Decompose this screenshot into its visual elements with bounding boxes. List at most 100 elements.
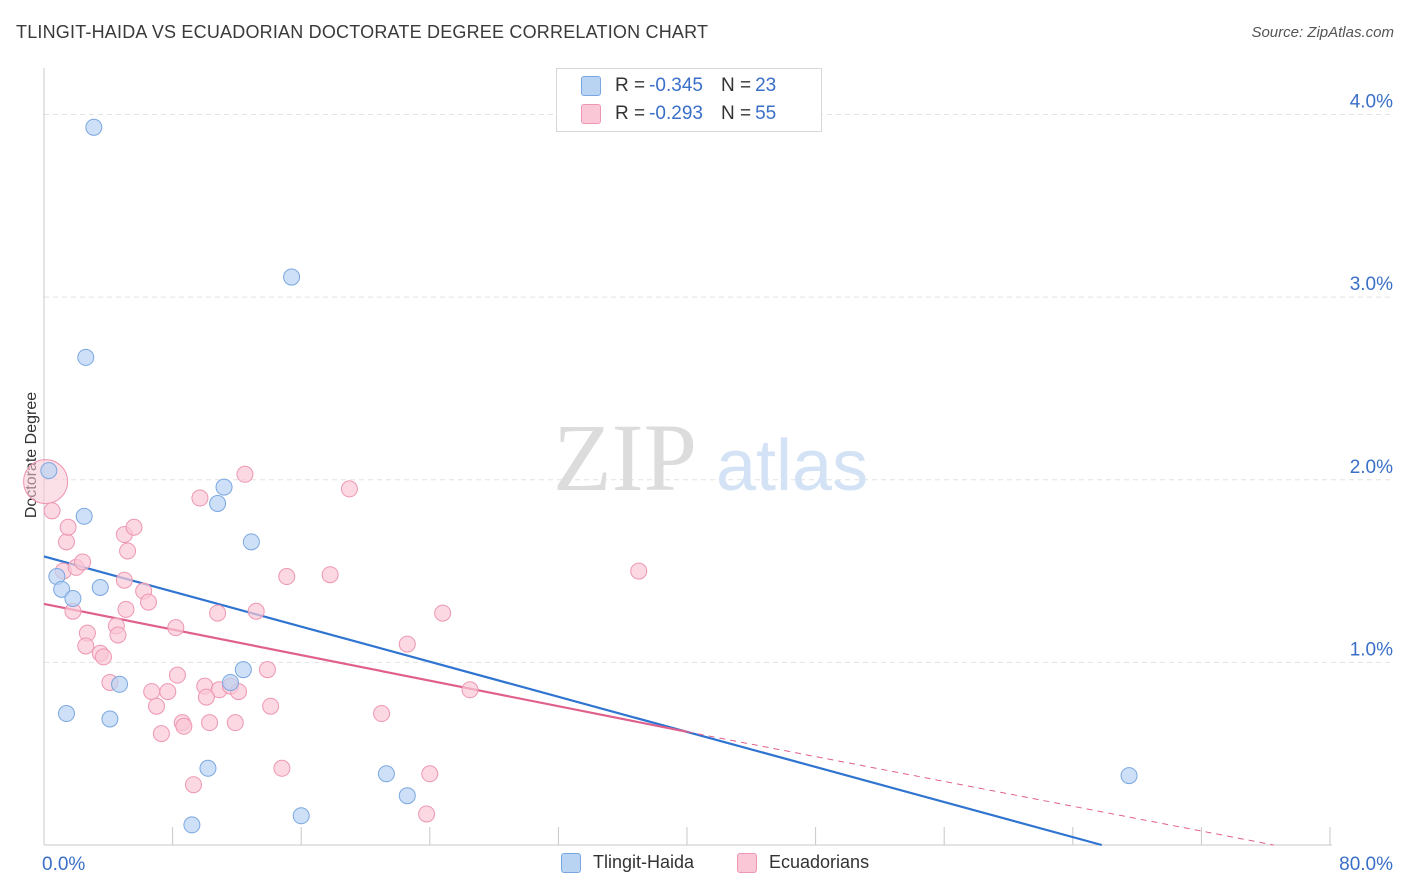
blue-data-point xyxy=(40,462,58,480)
bottom-legend-tlingit-haida: Tlingit-Haida xyxy=(561,852,694,873)
pink-data-point xyxy=(630,562,648,580)
pink-data-point xyxy=(74,553,92,571)
pink-data-point xyxy=(94,648,112,666)
x-tick-label: 0.0% xyxy=(42,854,85,875)
legend-r-value: -0.293 xyxy=(649,103,703,124)
pink-data-point xyxy=(434,604,452,622)
blue-trend-line xyxy=(43,555,1103,847)
pink-data-point xyxy=(421,765,439,783)
blue-data-point xyxy=(91,579,109,597)
pink-data-point xyxy=(125,518,143,536)
pink-data-point xyxy=(398,635,416,653)
blue-data-point xyxy=(77,348,95,366)
bottom-legend-label: Tlingit-Haida xyxy=(593,852,695,872)
y-tick-label: 3.0% xyxy=(1350,274,1393,295)
x-tick-label: 80.0% xyxy=(1339,854,1393,875)
pink-data-point xyxy=(418,805,436,823)
blue-data-point xyxy=(242,533,260,551)
axes xyxy=(43,68,1332,846)
tick-labels: 1.0% 2.0% 3.0% 4.0% 0.0% 80.0% xyxy=(42,92,1393,875)
pink-data-point xyxy=(43,502,61,520)
blue-swatch xyxy=(581,76,601,96)
blue-data-point xyxy=(209,495,227,513)
legend-r-label: R = xyxy=(615,75,646,96)
pink-trend-extension xyxy=(686,731,1274,846)
pink-data-point xyxy=(109,626,127,644)
blue-swatch xyxy=(561,852,581,873)
pink-data-point xyxy=(197,688,215,706)
blue-data-point xyxy=(64,589,82,607)
pink-trend-line xyxy=(43,602,688,733)
pink-data-point xyxy=(117,600,135,618)
blue-data-point xyxy=(101,710,119,728)
pink-data-point xyxy=(373,705,391,723)
pink-data-point xyxy=(247,602,265,620)
watermark: ZIP atlas xyxy=(553,404,868,511)
blue-data-point xyxy=(292,807,310,825)
legend-row-tlingit-haida: R = -0.345 N = 23 xyxy=(581,74,776,98)
pink-data-point xyxy=(148,697,166,715)
data-points xyxy=(23,118,1138,834)
pink-data-point xyxy=(168,666,186,684)
blue-data-point xyxy=(215,478,233,496)
pink-data-point xyxy=(340,480,358,498)
blue-data-point xyxy=(85,118,103,136)
legend-r-label: R = xyxy=(615,103,646,124)
blue-data-point xyxy=(1120,767,1138,785)
blue-data-point xyxy=(183,816,201,834)
y-tick-label: 4.0% xyxy=(1350,92,1393,113)
pink-data-point xyxy=(321,566,339,584)
blue-data-point xyxy=(199,759,217,777)
pink-data-point xyxy=(175,717,193,735)
pink-data-point xyxy=(119,542,137,560)
legend-row-ecuadorians: R = -0.293 N = 55 xyxy=(581,102,776,126)
pink-data-point xyxy=(262,697,280,715)
pink-data-point xyxy=(167,619,185,637)
bottom-legend-label: Ecuadorians xyxy=(769,852,870,872)
bottom-legend-ecuadorians: Ecuadorians xyxy=(737,852,869,873)
blue-data-point xyxy=(58,705,76,723)
blue-data-point xyxy=(111,675,129,693)
pink-data-point xyxy=(226,714,244,732)
watermark-zip: ZIP xyxy=(553,404,697,511)
pink-data-point xyxy=(273,759,291,777)
pink-data-point xyxy=(258,661,276,679)
blue-data-point xyxy=(283,268,301,286)
blue-data-point xyxy=(377,765,395,783)
legend-n-value: 23 xyxy=(755,75,777,96)
pink-data-point xyxy=(159,683,177,701)
pink-data-point xyxy=(209,604,227,622)
pink-swatch xyxy=(737,852,757,873)
pink-data-point xyxy=(58,533,76,551)
legend-n-label: N = xyxy=(720,103,752,124)
chart-title: TLINGIT-HAIDA VS ECUADORIAN DOCTORATE DE… xyxy=(16,22,709,42)
grid-lines xyxy=(44,114,1390,663)
pink-data-point xyxy=(278,568,296,586)
pink-data-point xyxy=(77,637,95,655)
legend-n-label: N = xyxy=(720,75,752,96)
pink-data-point xyxy=(152,725,170,743)
pink-data-point xyxy=(59,518,77,536)
pink-data-point xyxy=(115,571,133,589)
blue-data-point xyxy=(53,580,71,598)
blue-data-point xyxy=(234,661,252,679)
blue-data-point xyxy=(221,673,239,691)
pink-data-point xyxy=(191,489,209,507)
trend-lines xyxy=(43,555,1274,847)
pink-data-point xyxy=(236,465,254,483)
legend-r-value: -0.345 xyxy=(649,75,703,96)
pink-data-point xyxy=(184,776,202,794)
source-label: Source: ZipAtlas.com xyxy=(1251,24,1394,41)
pink-data-point xyxy=(461,681,479,699)
legend-n-value: 55 xyxy=(755,103,777,124)
pink-data-point xyxy=(201,714,219,732)
blue-data-point xyxy=(398,787,416,805)
pink-data-point xyxy=(139,593,157,611)
pink-swatch xyxy=(581,104,601,124)
y-tick-label: 2.0% xyxy=(1350,457,1393,478)
watermark-atlas: atlas xyxy=(716,426,868,506)
y-tick-label: 1.0% xyxy=(1350,639,1393,660)
pink-data-point xyxy=(143,683,161,701)
blue-data-point xyxy=(75,507,93,525)
